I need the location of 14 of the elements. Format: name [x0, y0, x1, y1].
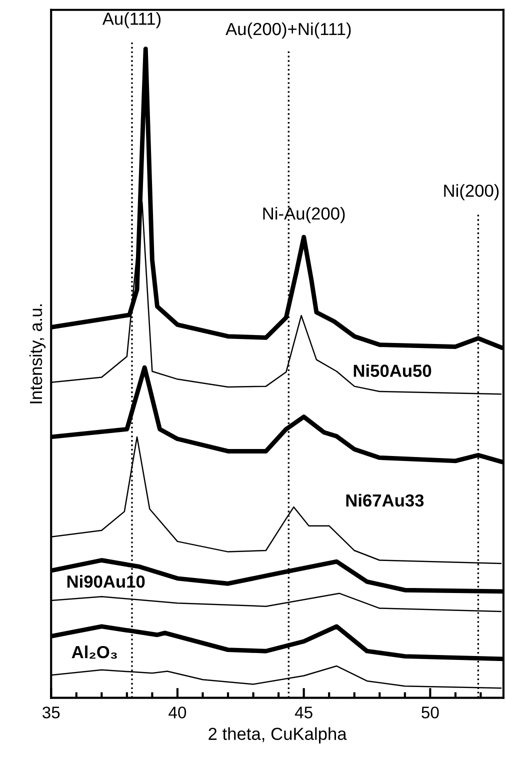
ref-line-label: Au(200)+Ni(111): [226, 22, 351, 39]
series-label: Al₂O₃: [72, 645, 117, 659]
x-tick-label: 35: [42, 706, 60, 718]
ref-line-label: Ni(200): [444, 184, 499, 200]
y-axis-title: Intensity, a.u.: [29, 304, 46, 404]
series-label: Ni50Au50: [354, 364, 432, 377]
ref-line-label: Au(111): [102, 12, 160, 28]
series-label: Ni90Au10: [67, 575, 145, 588]
x-tick-label: 40: [168, 706, 186, 718]
annotation: Ni-Au(200): [263, 206, 345, 224]
x-tick-label: 50: [422, 706, 439, 718]
x-tick-label: 45: [294, 706, 312, 718]
series-label: Ni67Au33: [346, 494, 424, 507]
x-axis-title: 2 theta, CuKalpha: [208, 727, 347, 744]
